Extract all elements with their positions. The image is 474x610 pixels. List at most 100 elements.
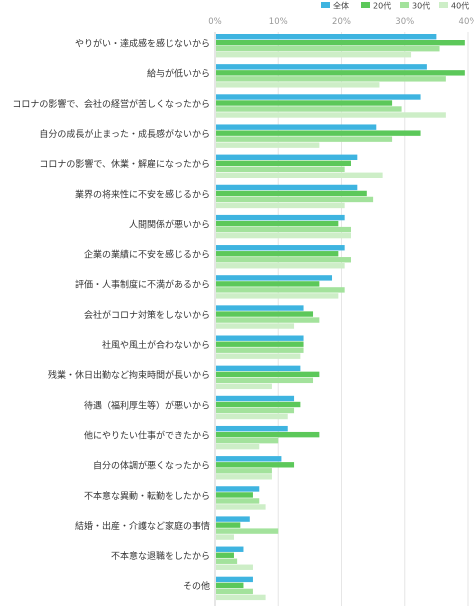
legend-swatch bbox=[361, 2, 370, 8]
bar-3 bbox=[216, 82, 380, 88]
bar-0 bbox=[216, 94, 421, 100]
bar-1 bbox=[216, 582, 244, 589]
bar-3 bbox=[216, 413, 288, 420]
bar-1 bbox=[216, 281, 320, 287]
bar-3 bbox=[216, 474, 272, 480]
category-label: 評価・人事制度に不満があるから bbox=[75, 279, 210, 291]
category-label: 残業・休日出勤など拘束時間が長いから bbox=[48, 369, 210, 381]
bar-2 bbox=[216, 558, 238, 564]
bar-1 bbox=[216, 371, 320, 378]
bar-1 bbox=[216, 160, 351, 166]
category-label: 結婚・出産・介護など家庭の事情 bbox=[75, 520, 210, 532]
bar-1 bbox=[216, 220, 339, 227]
bar-3 bbox=[216, 383, 272, 390]
legend: 全体 20代 30代 40代 bbox=[321, 1, 469, 11]
category-label: その他 bbox=[183, 580, 210, 592]
bar-2 bbox=[216, 588, 253, 595]
x-tick-label: 40% bbox=[459, 17, 474, 27]
bar-0 bbox=[216, 275, 333, 281]
bar-3 bbox=[216, 263, 345, 269]
bar-0 bbox=[216, 365, 301, 372]
bar-2 bbox=[216, 76, 446, 82]
category-label: 業界の将来性に不安を感じるから bbox=[75, 188, 210, 200]
bar-2 bbox=[216, 498, 260, 504]
legend-swatch bbox=[321, 2, 330, 8]
legend-swatch bbox=[400, 2, 409, 8]
bar-2 bbox=[216, 196, 374, 203]
bar-2 bbox=[216, 287, 345, 293]
category-label: コロナの影響で、休業・解雇になったから bbox=[39, 158, 210, 170]
bar-0 bbox=[216, 546, 244, 552]
bar-3 bbox=[216, 293, 339, 299]
x-tick-label: 20% bbox=[332, 17, 351, 27]
bar-2 bbox=[216, 377, 314, 384]
category-label: 人間関係が悪いから bbox=[129, 218, 210, 230]
bar-0 bbox=[216, 124, 377, 130]
bar-0 bbox=[216, 425, 288, 432]
bar-0 bbox=[216, 214, 345, 221]
legend-label: 40代 bbox=[451, 1, 469, 11]
bar-1 bbox=[216, 431, 320, 438]
bar-2 bbox=[216, 468, 272, 474]
category-label: 不本意な異動・転勤をしたから bbox=[84, 490, 210, 502]
bar-3 bbox=[216, 443, 260, 450]
bar-3 bbox=[216, 202, 345, 209]
x-tick-label: 30% bbox=[395, 17, 414, 27]
bar-0 bbox=[216, 64, 427, 70]
category-label: 自分の成長が止まった・成長感がないから bbox=[39, 128, 210, 140]
bar-0 bbox=[216, 576, 253, 583]
legend-label: 30代 bbox=[412, 1, 430, 11]
category-label: 不本意な退職をしたから bbox=[111, 550, 210, 562]
bar-2 bbox=[216, 226, 351, 233]
bar-1 bbox=[216, 341, 304, 347]
bar-1 bbox=[216, 492, 253, 498]
bar-2 bbox=[216, 106, 402, 112]
bar-1 bbox=[216, 100, 393, 106]
x-axis-ticks: 0% 10% 20% 30% 40% bbox=[208, 17, 474, 27]
bar-0 bbox=[216, 245, 345, 251]
category-label: 待遇（福利厚生等）が悪いから bbox=[84, 399, 210, 411]
bar-3 bbox=[216, 172, 383, 178]
bar-2 bbox=[216, 407, 295, 414]
bar-0 bbox=[216, 335, 304, 341]
x-tick-label: 0% bbox=[208, 17, 222, 27]
bar-0 bbox=[216, 184, 358, 191]
bar-0 bbox=[216, 154, 358, 160]
bar-3 bbox=[216, 564, 253, 570]
category-label: 自分の体調が悪くなったから bbox=[93, 460, 210, 472]
bar-2 bbox=[216, 166, 345, 172]
bars bbox=[216, 34, 465, 601]
bar-1 bbox=[216, 70, 465, 76]
bar-1 bbox=[216, 462, 295, 468]
category-labels: やりがい・達成感を感じないから給与が低いからコロナの影響で、会社の経営が苦しくな… bbox=[12, 38, 210, 593]
bar-0 bbox=[216, 486, 260, 492]
x-tick-label: 10% bbox=[269, 17, 288, 27]
bar-0 bbox=[216, 456, 282, 462]
category-label: 企業の業績に不安を感じるから bbox=[84, 249, 210, 261]
bar-0 bbox=[216, 516, 250, 522]
bar-1 bbox=[216, 522, 241, 528]
category-label: コロナの影響で、会社の経営が苦しくなったから bbox=[12, 98, 210, 110]
bar-1 bbox=[216, 190, 367, 197]
bar-3 bbox=[216, 52, 412, 58]
bar-3 bbox=[216, 323, 295, 329]
category-label: 給与が低いから bbox=[147, 68, 210, 80]
bar-3 bbox=[216, 112, 446, 118]
bar-3 bbox=[216, 142, 320, 148]
bar-2 bbox=[216, 347, 304, 353]
legend-swatch bbox=[439, 2, 448, 8]
bar-2 bbox=[216, 136, 393, 142]
category-label: 社風や風土が合わないから bbox=[102, 339, 210, 351]
bar-2 bbox=[216, 437, 279, 444]
bar-0 bbox=[216, 305, 304, 311]
bar-3 bbox=[216, 232, 351, 239]
category-label: 他にやりたい仕事ができたから bbox=[84, 429, 210, 441]
bar-2 bbox=[216, 257, 351, 263]
bar-0 bbox=[216, 395, 295, 402]
bar-3 bbox=[216, 534, 234, 540]
bar-3 bbox=[216, 353, 301, 359]
category-label: 会社がコロナ対策をしないから bbox=[84, 309, 210, 321]
bar-1 bbox=[216, 251, 339, 257]
bar-1 bbox=[216, 401, 301, 408]
